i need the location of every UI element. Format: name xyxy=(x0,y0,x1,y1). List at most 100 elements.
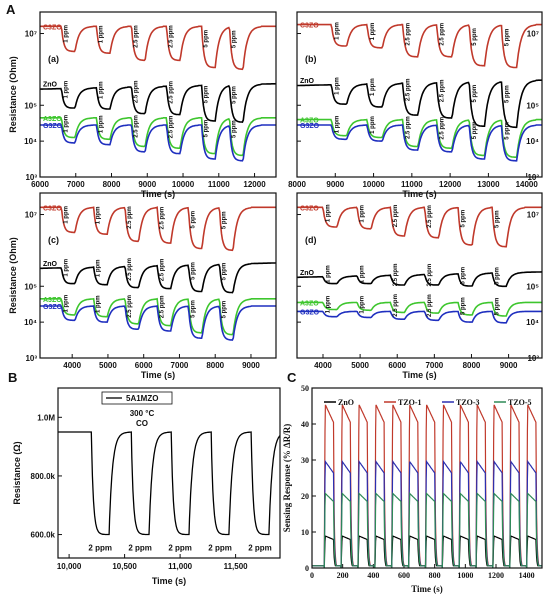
panel-B-xlabel: Time (s) xyxy=(152,576,186,586)
series-line-c3zo xyxy=(297,206,542,248)
panel-B-ylabel: Resistance (Ω) xyxy=(12,441,22,504)
panel-B-annotation-temp: 300 °C xyxy=(130,409,155,418)
pulse-label: 5 ppm xyxy=(191,300,197,318)
pulse-label: 2.5 ppm xyxy=(159,207,165,230)
pulse-label: 5 ppm xyxy=(504,122,510,140)
panel-letter-C: C xyxy=(287,370,297,385)
pulse-label: 1 ppm xyxy=(99,115,105,133)
panel-c-xtick-label: 9000 xyxy=(242,361,260,370)
panel-B-xtick-label: 10,500 xyxy=(112,562,137,571)
pulse-label: 2.5 ppm xyxy=(169,25,175,48)
panel-C-xtick-label: 1000 xyxy=(457,571,473,580)
panel-B-ytick-label: 600.0k xyxy=(31,531,56,540)
pulse-label: 2.5 ppm xyxy=(427,294,433,317)
series-line-g3zo xyxy=(297,124,542,162)
panel-c-ylabel: Resistance (Ohm) xyxy=(8,237,18,314)
chart-panel-a: 10³ 10⁴ 10⁵ 10⁷ 6000 7000 8000 9000 10000 11000 12… xyxy=(8,24,277,199)
pulse-label: 2.5 ppm xyxy=(134,115,140,138)
series-label-g3zo: G3ZO xyxy=(43,123,63,130)
series-line-a3zo xyxy=(297,118,542,158)
pulse-label: 1 ppm xyxy=(325,204,331,222)
pulse-label: 2.5 ppm xyxy=(127,295,133,318)
panel-d-ytick-label: 10⁴ xyxy=(526,318,539,327)
pulse-label: 5 ppm xyxy=(232,86,238,104)
panel-b-xtick-label: 9000 xyxy=(326,180,344,189)
series-line-a3zo xyxy=(40,117,276,157)
series-label-zno: ZnO xyxy=(300,78,315,85)
pulse-label: 1 ppm xyxy=(99,26,105,44)
pulse-label: 1 ppm xyxy=(370,78,376,96)
legend-label: ZnO xyxy=(338,398,354,407)
series-line-5a1mzo xyxy=(58,431,281,536)
panel-a-label: (a) xyxy=(48,54,59,64)
pulse-label: 1 ppm xyxy=(96,207,102,225)
panel-C-xtick-label: 0 xyxy=(310,571,314,580)
panel-d-label: (d) xyxy=(305,235,317,245)
series-label-c3zo: C3ZO xyxy=(43,205,62,212)
pulse-label: 2.5 ppm xyxy=(134,80,140,103)
panel-B-xtick-label: 11,500 xyxy=(224,562,249,571)
panel-d-ytick-label: 10⁷ xyxy=(527,211,539,220)
series-line-c3zo xyxy=(297,23,542,69)
series-line-g3zo xyxy=(40,304,276,341)
series-line-c3zo xyxy=(40,25,276,71)
series-label-a3zo: A3ZO xyxy=(43,297,62,304)
pulse-label: 5 ppm xyxy=(460,267,466,285)
series-line-tzo-3 xyxy=(312,459,542,569)
series-line-g3zo xyxy=(297,310,542,324)
series-line-zno xyxy=(297,271,542,288)
panel-C-frame xyxy=(311,387,543,569)
pulse-label: 5 ppm xyxy=(495,298,501,316)
series-label-a3zo: A3ZO xyxy=(300,118,319,125)
panel-b-frame xyxy=(296,11,543,178)
panel-B-frame xyxy=(57,387,281,559)
pulse-label: 5 ppm xyxy=(222,211,228,229)
panel-d-xlabel: Time (s) xyxy=(402,370,436,380)
pulse-label: 5 ppm xyxy=(191,262,197,280)
panel-B-annotation-gas: CO xyxy=(136,419,148,428)
panel-C-xlabel: Time (s) xyxy=(411,584,443,594)
pulse-label: 5 ppm xyxy=(495,210,501,228)
series-label-zno: ZnO xyxy=(300,270,315,277)
panel-a-xtick-label: 7000 xyxy=(67,180,85,189)
panel-C-ytick-label: 10 xyxy=(301,528,309,537)
chart-panel-C: 0 10 20 30 40 50 0 200 400 600 800 1000 1200 1400 Time… xyxy=(282,384,542,594)
pulse-label: 5 ppm xyxy=(232,120,238,138)
pulse-label: 2.5 ppm xyxy=(393,205,399,228)
pulse-label: 1 ppm xyxy=(96,295,102,313)
series-line-zno xyxy=(40,82,277,123)
pulse-label: 2.5 ppm xyxy=(127,206,133,229)
pulse-label: 1 ppm xyxy=(64,25,70,43)
pulse-label: 1 ppm xyxy=(64,295,70,313)
pulse-label: 5 ppm xyxy=(222,263,228,281)
panel-b-xtick-label: 11000 xyxy=(401,180,423,189)
panel-b-xtick-label: 10000 xyxy=(362,180,385,189)
pulse-label: 1 ppm xyxy=(64,206,70,224)
panel-c-ytick-label: 10⁵ xyxy=(24,282,37,291)
panel-c-ytick-label: 10⁷ xyxy=(25,211,37,220)
panel-a-ytick-label: 10⁵ xyxy=(24,101,37,110)
pulse-label: 5 ppm xyxy=(232,30,238,48)
panel-b-ytick-label: 10⁷ xyxy=(527,30,539,39)
panel-b-xtick-label: 12000 xyxy=(439,180,462,189)
pulse-label: 5 ppm xyxy=(472,122,478,140)
pulse-label: 2.5 ppm xyxy=(393,264,399,287)
pulse-label: 2.5 ppm xyxy=(159,296,165,319)
pulse-label: 5 ppm xyxy=(204,86,210,104)
legend-label: TZO-1 xyxy=(398,398,422,407)
pulse-label: 2.5 ppm xyxy=(127,258,133,281)
panel-c-xtick-label: 7000 xyxy=(171,361,189,370)
pulse-label: 5 ppm xyxy=(472,28,478,46)
pulse-label: 2.5 ppm xyxy=(159,259,165,282)
panel-c-ytick-label: 10⁴ xyxy=(24,318,37,327)
panel-d-frame xyxy=(296,192,543,359)
pulse-label: 2.5 ppm xyxy=(427,205,433,228)
pulse-label: 1 ppm xyxy=(334,22,340,40)
series-line-g3zo xyxy=(40,124,276,162)
series-line-tzo-1 xyxy=(312,404,542,569)
panel-C-ytick-label: 30 xyxy=(301,456,309,465)
legend-label: 5A1MZO xyxy=(126,394,158,403)
pulse-label: 2 ppm xyxy=(88,544,112,553)
panel-B-xtick-label: 11,000 xyxy=(168,562,193,571)
